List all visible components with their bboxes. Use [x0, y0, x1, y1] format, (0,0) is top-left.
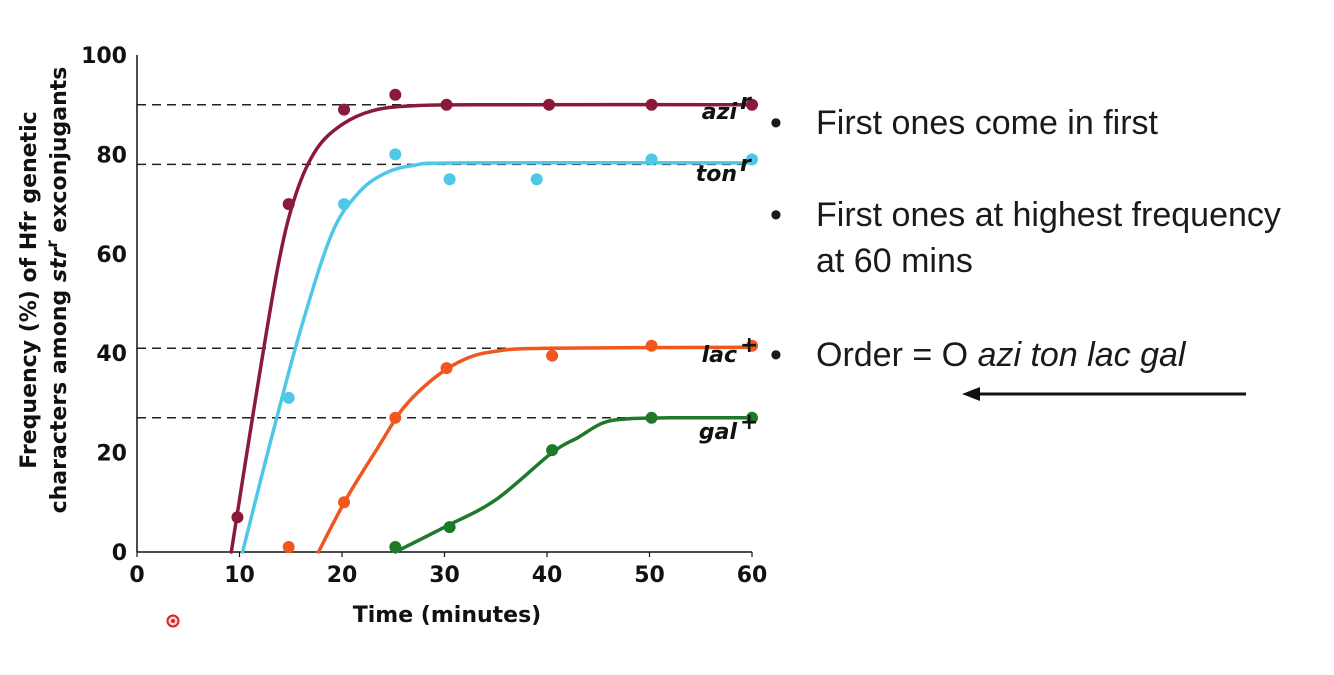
bullet-item-2: • First ones at highest frequency at 60 …	[770, 192, 1281, 284]
cursor-indicator-icon	[166, 614, 180, 628]
series-label-azi: azi	[702, 100, 738, 125]
series-label-sup-azi: r	[740, 90, 752, 115]
series-line-gal	[393, 415, 754, 554]
bullet-text-1: First ones come in first	[816, 104, 1158, 142]
series-line-lac	[316, 345, 754, 554]
series-label-ton: ton	[696, 162, 737, 187]
data-point-azi	[746, 98, 758, 111]
y-tick-label: 0	[112, 541, 127, 566]
bullet-text-3-prefix: Order = O	[816, 336, 978, 374]
data-point-ton	[338, 198, 351, 211]
data-point-gal	[546, 444, 559, 457]
data-point-gal	[443, 521, 456, 534]
bullet-marker: •	[770, 336, 782, 374]
data-point-lac	[546, 349, 559, 362]
x-tick-label: 40	[532, 563, 563, 588]
data-point-ton	[746, 153, 758, 166]
data-point-azi	[440, 98, 453, 111]
data-point-lac	[746, 339, 758, 352]
data-point-lac	[389, 411, 402, 424]
x-axis-title: Time (minutes)	[353, 603, 541, 628]
data-point-ton	[282, 391, 295, 404]
y-axis-title-line1: Frequency (%) of Hfr genetic	[17, 111, 42, 468]
bullet-text-2-line1: First ones at highest frequency	[816, 196, 1281, 234]
data-point-azi	[389, 88, 402, 101]
bullet-item-1: • First ones come in first	[770, 100, 1158, 146]
axes: 0 10 20 30 40 50 60 0 20 40 60 80 100	[81, 44, 767, 588]
data-point-ton	[530, 173, 543, 186]
y-axis-title-line2: characters among strr exconjugants	[43, 67, 72, 514]
bullet-marker: •	[770, 104, 782, 142]
left-arrow-icon	[962, 387, 1246, 401]
data-point-gal	[746, 411, 758, 424]
data-point-ton	[645, 153, 658, 166]
x-tick-label: 50	[634, 563, 665, 588]
data-point-azi	[338, 103, 351, 116]
data-point-azi	[282, 198, 295, 211]
data-point-azi	[543, 98, 556, 111]
series-label-sup-gal: +	[740, 410, 758, 435]
y-tick-label: 40	[96, 342, 127, 367]
bullet-text-2-line2: at 60 mins	[816, 242, 973, 280]
series-label-lac: lac	[702, 343, 737, 368]
data-point-ton	[443, 173, 456, 186]
bullet-text-3-order: azi ton lac gal	[977, 336, 1186, 374]
series-label-sup-ton: r	[740, 152, 752, 177]
x-tick-label: 20	[327, 563, 358, 588]
data-point-lac	[440, 362, 453, 375]
data-point-lac	[645, 339, 658, 352]
bullet-marker: •	[770, 196, 782, 234]
x-tick-label: 60	[737, 563, 768, 588]
series-label-sup-lac: +	[740, 333, 758, 358]
chart: Frequency (%) of Hfr genetic characters …	[17, 44, 767, 628]
data-point-lac	[282, 541, 295, 554]
bullet-item-3: • Order = O azi ton lac gal	[770, 332, 1185, 378]
x-tick-label: 30	[429, 563, 460, 588]
x-tick-label: 10	[224, 563, 255, 588]
y-axis-title: Frequency (%) of Hfr genetic characters …	[17, 67, 72, 514]
data-points	[231, 88, 758, 554]
x-tick-label: 0	[129, 563, 144, 588]
data-point-azi	[645, 98, 658, 111]
data-point-ton	[389, 148, 402, 161]
y-tick-label: 60	[96, 243, 127, 268]
series-line-azi	[229, 102, 754, 554]
data-point-gal	[645, 411, 658, 424]
y-tick-label: 100	[81, 44, 127, 69]
data-point-azi	[231, 511, 244, 524]
y-tick-label: 20	[96, 442, 127, 467]
series-curves	[229, 102, 754, 554]
series-label-gal: gal	[699, 420, 738, 445]
data-point-lac	[338, 496, 351, 509]
y-tick-label: 80	[96, 143, 127, 168]
series-line-ton	[240, 160, 754, 554]
data-point-gal	[389, 541, 402, 554]
